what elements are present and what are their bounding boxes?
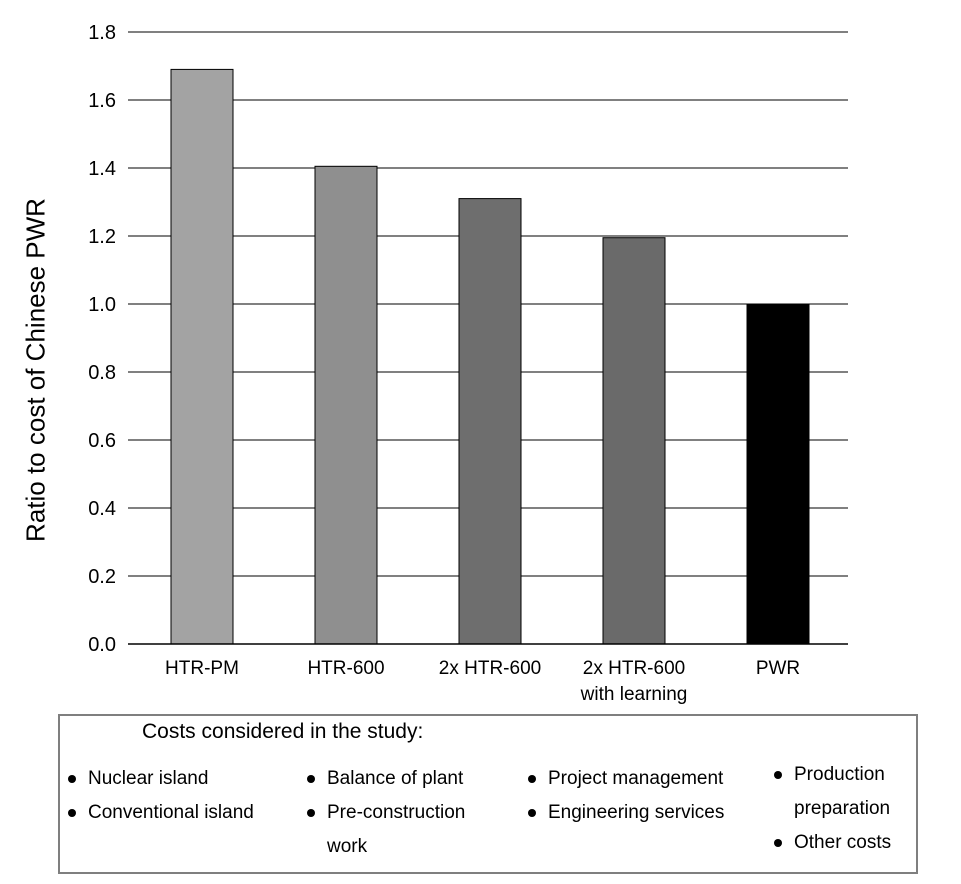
bullet-icon	[307, 775, 315, 783]
legend-item: Project management	[526, 762, 724, 796]
legend-item-text: Other costs	[794, 832, 892, 853]
legend-item: Conventional island	[66, 796, 254, 830]
bullet-icon	[774, 839, 782, 847]
legend-item-text: Nuclear island	[88, 768, 209, 789]
bullet-icon	[528, 809, 536, 817]
bar-chart: 0.0 0.2 0.4 0.6 0.8 1.0 1.2 1.4 1.6 1.8 HTR-PM HTR-…	[88, 22, 848, 705]
y-tick-label: 0.0	[88, 634, 116, 656]
bullet-icon	[68, 809, 76, 817]
bar	[314, 165, 378, 645]
bar	[746, 303, 810, 645]
x-tick-label: HTR-PM	[165, 658, 239, 679]
y-tick-label: 1.8	[88, 22, 116, 44]
bullet-icon	[774, 771, 782, 779]
x-tick-label: with learning	[580, 684, 688, 705]
x-tick-label: PWR	[756, 658, 800, 679]
legend-item-text: work	[327, 836, 368, 857]
y-tick-label: 1.4	[88, 158, 116, 180]
legend-item-text: Balance of plant	[327, 768, 464, 789]
y-tick-label: 0.4	[88, 498, 116, 520]
legend-column-1: Nuclear island Conventional island	[66, 762, 254, 830]
legend-item: Balance of plant	[305, 762, 465, 796]
bar	[170, 68, 234, 645]
legend-item: Production preparation	[772, 758, 891, 826]
legend-item-text: Pre-construction	[327, 802, 466, 823]
bar	[458, 198, 522, 645]
legend-column-3: Project management Engineering services	[526, 762, 724, 830]
legend-item: Other costs	[772, 826, 891, 860]
legend-column-4: Production preparation Other costs	[772, 758, 891, 860]
legend-item: Engineering services	[526, 796, 724, 830]
legend-item: Nuclear island	[66, 762, 254, 796]
bullet-icon	[307, 809, 315, 817]
y-tick-label: 0.2	[88, 566, 116, 588]
legend-item: Pre-construction work	[305, 796, 465, 864]
legend-title: Costs considered in the study:	[142, 720, 424, 743]
bullet-icon	[68, 775, 76, 783]
legend-item-text: preparation	[794, 798, 891, 819]
y-tick-label: 1.6	[88, 90, 116, 112]
legend-item-text: Conventional island	[88, 802, 254, 823]
y-tick-label: 1.2	[88, 226, 116, 248]
x-tick-label: HTR-600	[307, 658, 384, 679]
legend-item-text: Production	[794, 764, 885, 785]
y-tick-label: 0.6	[88, 430, 116, 452]
bullet-icon	[528, 775, 536, 783]
y-axis-label: Ratio to cost of Chinese PWR	[20, 198, 51, 542]
x-tick-label: 2x HTR-600	[583, 658, 685, 679]
legend-column-2: Balance of plant Pre-construction work	[305, 762, 465, 864]
y-tick-label: 0.8	[88, 362, 116, 384]
cost-legend: Costs considered in the study: Nuclear i…	[58, 714, 918, 874]
y-tick-label: 1.0	[88, 294, 116, 316]
x-tick-label: 2x HTR-600	[439, 658, 541, 679]
bar	[602, 237, 666, 645]
legend-item-text: Project management	[548, 768, 724, 789]
legend-item-text: Engineering services	[548, 802, 725, 823]
